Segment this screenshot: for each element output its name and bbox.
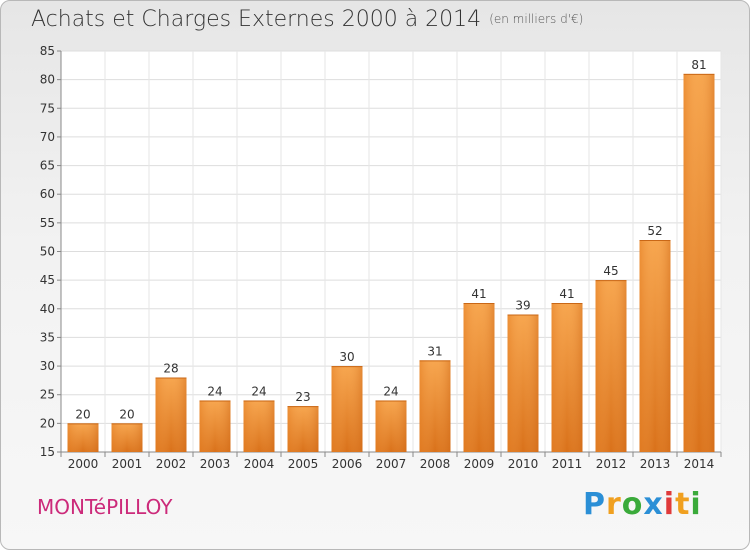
x-tick-label-2013: 2013 (640, 457, 671, 471)
value-label-2006: 30 (339, 350, 354, 364)
y-tick-label: 65 (40, 159, 55, 173)
value-label-2014: 81 (691, 58, 706, 72)
x-tick-label-2008: 2008 (420, 457, 451, 471)
y-tick-label: 85 (40, 44, 55, 58)
value-label-2000: 20 (75, 407, 90, 421)
value-label-2008: 31 (427, 344, 442, 358)
bar-shade-2000 (67, 423, 99, 452)
y-tick-label: 35 (40, 330, 55, 344)
bar-shade-2003 (199, 400, 231, 452)
logo-letter: o (621, 487, 644, 522)
y-tick-label: 15 (40, 445, 55, 459)
x-tick-label-2000: 2000 (68, 457, 99, 471)
y-tick-label: 70 (40, 130, 55, 144)
bar-shade-2001 (111, 423, 143, 452)
bar-shade-2007 (375, 400, 407, 452)
y-tick-label: 75 (40, 101, 55, 115)
value-label-2003: 24 (207, 384, 222, 398)
value-label-2007: 24 (383, 384, 398, 398)
bar-shade-2004 (243, 400, 275, 452)
bars (67, 73, 715, 453)
logo-letter: x (643, 487, 664, 522)
logo-letter: r (606, 487, 622, 522)
y-tick-label: 25 (40, 388, 55, 402)
chart-title-text: Achats et Charges Externes 2000 à 2014 (31, 7, 482, 32)
value-label-2010: 39 (515, 299, 530, 313)
bar-shade-2008 (419, 360, 451, 452)
value-label-2012: 45 (603, 264, 618, 278)
x-tick-label-2011: 2011 (552, 457, 583, 471)
y-tick-label: 45 (40, 273, 55, 287)
y-tick-label: 30 (40, 359, 55, 373)
value-label-2001: 20 (119, 407, 134, 421)
logo-letter: i (690, 487, 702, 522)
bar-shade-2005 (287, 406, 319, 452)
chart-subtitle: (en milliers d'€) (489, 12, 584, 26)
x-tick-label-2010: 2010 (508, 457, 539, 471)
x-tick-label-2007: 2007 (376, 457, 407, 471)
value-label-2005: 23 (295, 390, 310, 404)
x-tick-label-2014: 2014 (684, 457, 715, 471)
x-tick-label-2012: 2012 (596, 457, 627, 471)
value-label-2009: 41 (471, 287, 486, 301)
value-labels: 20 20 28 24 24 23 30 24 31 41 39 41 45 52 81 (75, 58, 706, 421)
y-tick-label: 60 (40, 187, 55, 201)
y-tick-label: 80 (40, 73, 55, 87)
logo-letter: t (675, 487, 691, 522)
y-tick-label: 20 (40, 416, 55, 430)
bar-shade-2011 (551, 303, 583, 452)
bar-shade-2010 (507, 314, 539, 452)
chart-title: Achats et Charges Externes 2000 à 2014 (e… (31, 7, 583, 32)
x-tick-label-2004: 2004 (244, 457, 275, 471)
y-tick-label: 40 (40, 302, 55, 316)
x-tick-label-2003: 2003 (200, 457, 231, 471)
town-name: MONTéPILLOY (37, 495, 173, 519)
bar-shade-2014 (683, 73, 715, 453)
logo-letter: i (663, 487, 676, 522)
bar-shade-2009 (463, 303, 495, 452)
x-tick-label-2005: 2005 (288, 457, 319, 471)
x-tick-label-2001: 2001 (112, 457, 143, 471)
bar-shade-2002 (155, 377, 187, 452)
x-tick-label-2002: 2002 (156, 457, 187, 471)
value-label-2002: 28 (163, 362, 178, 376)
y-tick-label: 50 (40, 245, 55, 259)
x-tick-label-2006: 2006 (332, 457, 363, 471)
value-label-2013: 52 (647, 224, 662, 238)
value-label-2004: 24 (251, 384, 266, 398)
logo-letter: P (583, 487, 606, 522)
proxiti-logo: Proxiti (583, 487, 702, 522)
bar-shade-2013 (639, 240, 671, 452)
bar-shade-2012 (595, 280, 627, 452)
value-label-2011: 41 (559, 287, 574, 301)
x-tick-label-2009: 2009 (464, 457, 495, 471)
bar-shade-2006 (331, 366, 363, 452)
y-tick-label: 55 (40, 216, 55, 230)
